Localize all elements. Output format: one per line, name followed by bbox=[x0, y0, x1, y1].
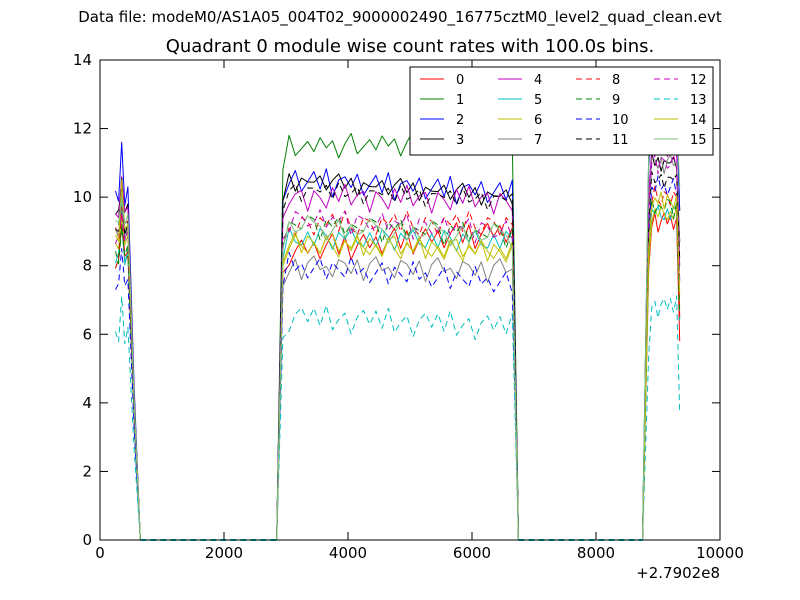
series-line-2 bbox=[115, 106, 681, 541]
x-tick-label: 6000 bbox=[453, 544, 491, 562]
series-line-7 bbox=[115, 154, 681, 541]
legend-label-9: 9 bbox=[612, 93, 620, 108]
legend-label-3: 3 bbox=[456, 133, 464, 148]
y-tick-label: 8 bbox=[82, 257, 92, 275]
legend-label-15: 15 bbox=[690, 133, 707, 148]
series-line-15 bbox=[115, 96, 681, 541]
x-offset-label: +2.7902e8 bbox=[636, 564, 720, 582]
figure-suptitle: Data file: modeM0/AS1A05_004T02_90000024… bbox=[78, 8, 722, 26]
legend-label-6: 6 bbox=[534, 113, 542, 128]
legend-label-1: 1 bbox=[456, 93, 464, 108]
series-line-13 bbox=[115, 295, 681, 541]
series-line-9 bbox=[115, 198, 681, 541]
x-tick-label: 8000 bbox=[577, 544, 615, 562]
legend-label-13: 13 bbox=[690, 93, 707, 108]
legend-box bbox=[409, 66, 714, 156]
x-tick-label: 10000 bbox=[696, 544, 744, 562]
series-line-12 bbox=[115, 154, 681, 541]
series-line-6 bbox=[115, 205, 681, 541]
legend-label-2: 2 bbox=[456, 113, 464, 128]
series-line-4 bbox=[115, 134, 681, 541]
legend-label-0: 0 bbox=[456, 73, 464, 88]
plot-frame bbox=[99, 59, 721, 541]
chart-title: Quadrant 0 module wise count rates with … bbox=[165, 36, 655, 57]
x-tick-label: 2000 bbox=[205, 544, 243, 562]
series-line-1 bbox=[115, 93, 681, 541]
y-tick-label: 2 bbox=[82, 462, 92, 480]
legend-label-8: 8 bbox=[612, 73, 620, 88]
x-tick-label: 4000 bbox=[329, 544, 367, 562]
legend-label-12: 12 bbox=[690, 73, 707, 88]
legend-label-5: 5 bbox=[534, 93, 542, 108]
legend-label-14: 14 bbox=[690, 113, 707, 128]
y-tick-label: 12 bbox=[73, 120, 92, 138]
y-tick-label: 10 bbox=[73, 188, 92, 206]
legend-label-10: 10 bbox=[612, 113, 629, 128]
series-line-3 bbox=[115, 154, 681, 541]
y-tick-label: 14 bbox=[73, 51, 92, 69]
series-line-11 bbox=[115, 171, 681, 541]
y-tick-label: 0 bbox=[82, 531, 92, 549]
legend-label-11: 11 bbox=[612, 133, 629, 148]
x-tick-label: 0 bbox=[95, 544, 105, 562]
series-line-10 bbox=[115, 175, 681, 541]
y-tick-label: 4 bbox=[82, 394, 92, 412]
legend-label-7: 7 bbox=[534, 133, 542, 148]
y-tick-label: 6 bbox=[82, 325, 92, 343]
legend-label-4: 4 bbox=[534, 73, 542, 88]
series-line-14 bbox=[115, 179, 681, 541]
